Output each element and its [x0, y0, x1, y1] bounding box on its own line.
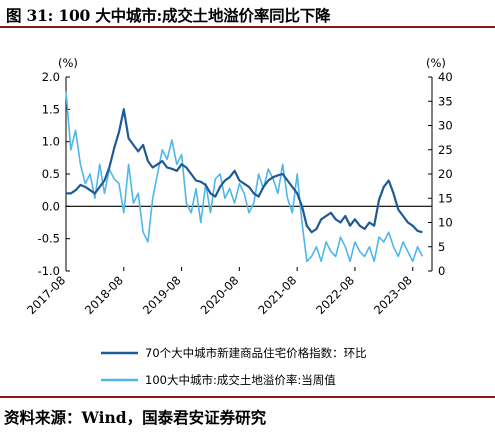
x-tick-label: 2022-08	[313, 273, 357, 317]
y-right-tick-label: 30	[438, 119, 453, 133]
y-right-tick-label: 15	[438, 191, 453, 205]
y-left-tick-label: 1.0	[42, 135, 60, 149]
series-line-land-premium	[65, 91, 424, 263]
y-right-tick-label: 25	[438, 143, 453, 157]
y-right-tick-label: 35	[438, 94, 453, 108]
legend: 70个大中城市新建商品住宅价格指数：环比 100大中城市:成交土地溢价率:当周值	[101, 346, 367, 387]
series-layer	[65, 91, 424, 263]
y-left-tick-label: -0.5	[38, 232, 60, 246]
y-left-tick-label: -1.0	[38, 264, 60, 278]
source-note: 资料来源：Wind，国泰君安证券研究	[4, 408, 267, 427]
x-tick-label: 2020-08	[198, 273, 242, 317]
series-line-price-index	[66, 108, 423, 234]
x-tick-label: 2017-08	[24, 273, 68, 317]
x-tick-label: 2019-08	[140, 273, 184, 317]
source-rule	[0, 396, 495, 398]
y-left-unit: (%)	[58, 56, 78, 70]
y-left-axis: 2.0 1.5 1.0 0.5 0.0 -0.5 -1.0	[38, 70, 70, 278]
y-left-tick-label: 0.5	[42, 167, 60, 181]
y-right-tick-label: 0	[438, 264, 445, 278]
y-left-tick-label: 0.0	[42, 199, 60, 213]
y-right-axis: 40 35 30 25 20 15 10 5 0	[428, 70, 453, 278]
title-rule	[0, 26, 495, 28]
y-right-tick-label: 5	[438, 240, 445, 254]
y-right-unit: (%)	[426, 56, 446, 70]
y-right-tick-label: 10	[438, 216, 453, 230]
y-right-tick-label: 40	[438, 70, 453, 84]
chart-title: 图 31: 100 大中城市:成交土地溢价率同比下降	[6, 6, 331, 25]
y-left-tick-label: 1.5	[42, 102, 60, 116]
y-left-tick-label: 2.0	[42, 70, 60, 84]
y-right-tick-label: 20	[438, 167, 453, 181]
x-tick-label: 2018-08	[82, 273, 126, 317]
chart: 2.0 1.5 1.0 0.5 0.0 -0.5 -1.0 40 35 30 25 20 15 10 5 0…	[24, 56, 453, 387]
x-tick-label: 2021-08	[255, 273, 299, 317]
legend-label: 70个大中城市新建商品住宅价格指数：环比	[145, 346, 367, 360]
x-tick-label: 2023-08	[371, 273, 415, 317]
x-axis: 2017-08 2018-08 2019-08 2020-08 2021-08 2022-…	[24, 267, 415, 317]
legend-label: 100大中城市:成交土地溢价率:当周值	[145, 373, 336, 387]
